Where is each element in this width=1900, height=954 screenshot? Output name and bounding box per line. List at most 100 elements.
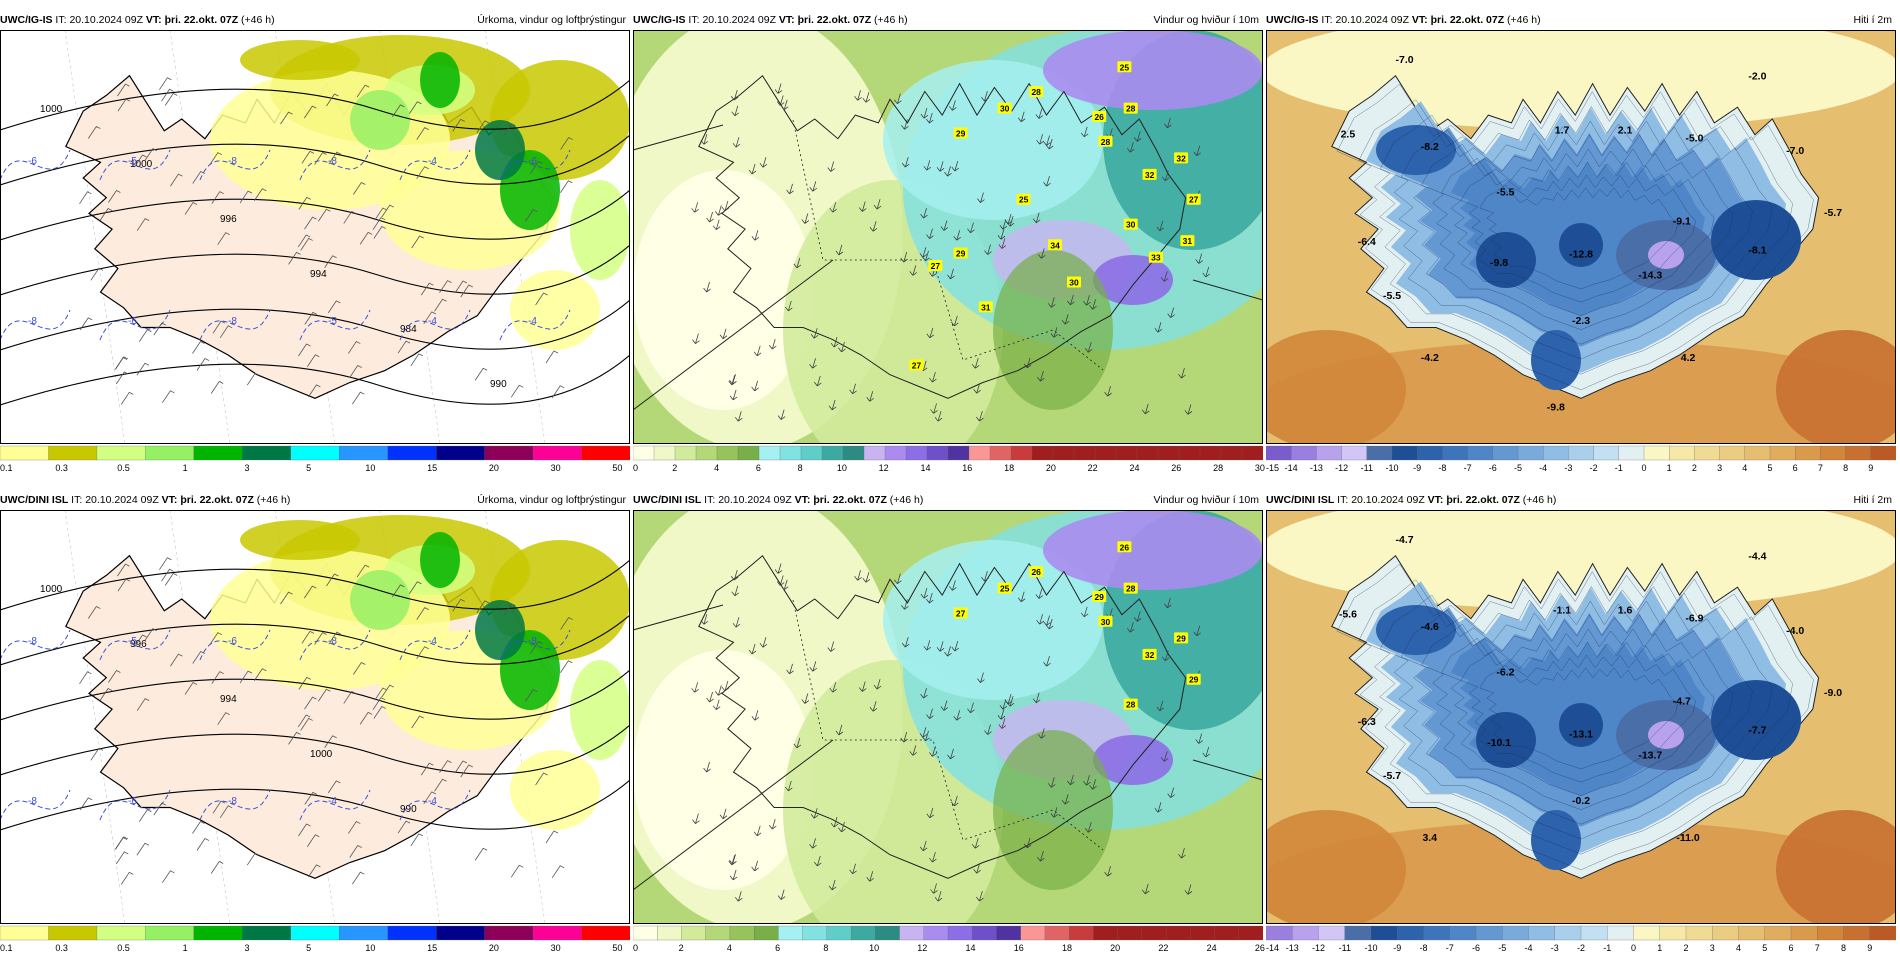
- wind-arrow: [1104, 866, 1112, 877]
- precip-area: [475, 600, 525, 660]
- lead-time: (+46 h): [874, 14, 908, 26]
- legend-swatch: [1817, 925, 1844, 941]
- region-boundary: [792, 599, 1104, 851]
- wind-barb: [298, 823, 311, 837]
- wind-panel: UWC/IG-IS IT: 20.10.2024 09Z VT: þri. 22…: [633, 12, 1265, 473]
- valid-time: þri. 22.okt. 07Z: [797, 14, 872, 26]
- wind-color-legend: [633, 445, 1263, 461]
- wind-arrow: [866, 871, 874, 882]
- wind-barb: [416, 166, 429, 179]
- wind-arrow: [1167, 787, 1175, 798]
- legend-tick-label: -8: [1438, 463, 1447, 473]
- lead-time: (+46 h): [889, 494, 924, 506]
- gust-label-box: [978, 301, 993, 313]
- legend-tick-label: 1: [182, 463, 188, 473]
- legend-tick-label: 30: [1254, 463, 1265, 473]
- wind-arrow: [1178, 367, 1186, 379]
- isobar-label: 990: [400, 804, 417, 815]
- legend-swatch: [695, 445, 718, 461]
- wind-arrow: [728, 854, 737, 866]
- legend-swatch: [1843, 925, 1871, 941]
- legend-swatch: [435, 445, 486, 461]
- wind-barb: [434, 778, 447, 792]
- wind-arrow: [751, 860, 759, 872]
- wind-barb: [114, 837, 128, 850]
- legend-swatch: [1568, 445, 1595, 461]
- legend-tick-label: -14: [1284, 463, 1298, 473]
- legend-swatch: [532, 445, 582, 461]
- wind-barb: [99, 687, 113, 701]
- wind-barb: [416, 607, 429, 620]
- wind-barb: [90, 747, 104, 761]
- temperature-contour: [1379, 594, 1773, 840]
- legend-swatch: [1502, 925, 1529, 941]
- wind-arrow: [949, 100, 957, 111]
- legend-swatch: [653, 445, 676, 461]
- wind-arrow: [776, 575, 785, 586]
- wind-barb: [164, 92, 178, 106]
- legend-swatch: [1795, 445, 1821, 461]
- isobar-label: 984: [400, 324, 417, 335]
- wind-barb: [209, 632, 223, 645]
- wind-barb: [373, 226, 387, 239]
- init-time-label: IT:: [55, 14, 67, 26]
- precip-area: [570, 660, 630, 760]
- temperature-value: -6.4: [1358, 236, 1376, 248]
- gust-label-box: [1029, 566, 1044, 578]
- legend-tick-label: -10: [1385, 463, 1399, 473]
- wind-barb: [560, 137, 573, 150]
- legend-swatch: [1870, 445, 1896, 461]
- init-time-label: IT:: [704, 494, 716, 506]
- gust-label-box: [1142, 168, 1157, 180]
- legend-tick-label: 14: [920, 463, 931, 473]
- legend-swatch: [802, 925, 828, 941]
- legend-tick-label: 20: [1045, 463, 1056, 473]
- wind-arrow: [862, 572, 871, 583]
- legend-swatch: [1820, 445, 1847, 461]
- wind-arrow: [1184, 404, 1193, 415]
- legend-ticks: 0.1 0.3 0.5 1 3 5 10 15 20 30 50: [0, 942, 630, 954]
- sector-line: [633, 604, 1263, 891]
- wind-arrow: [774, 83, 783, 94]
- temperature-value: -7.0: [1786, 145, 1804, 157]
- gust-value: 27: [1189, 195, 1199, 205]
- wind-arrow: [1083, 295, 1091, 306]
- precip-area: [570, 180, 630, 280]
- wind-arrow: [1037, 728, 1046, 739]
- init-time-label: IT:: [71, 494, 83, 506]
- gust-label-box: [1092, 590, 1107, 602]
- isobar-label: 996: [220, 214, 237, 225]
- wind-barb: [134, 154, 147, 168]
- valid-time-label: VT:: [794, 494, 811, 506]
- wind-arrow: [1004, 693, 1013, 705]
- panel-header: UWC/IG-IS IT: 20.10.2024 09Z VT: þri. 22…: [633, 12, 1263, 28]
- wind-barb: [211, 191, 224, 204]
- gust-value: 25: [1019, 195, 1029, 205]
- wind-arrow: [759, 637, 768, 648]
- wind-arrow: [719, 328, 728, 340]
- wind-arrow: [1067, 294, 1075, 306]
- temperature-contour: [399, 149, 471, 181]
- wind-barb: [524, 209, 538, 222]
- wind-arrow: [1061, 314, 1070, 325]
- temperature-contour-label: -8: [328, 636, 337, 647]
- wind-arrow: [801, 693, 810, 704]
- wind-barb: [79, 671, 92, 685]
- temperature-contour-label: -8: [228, 796, 237, 807]
- init-time-label: IT:: [1337, 494, 1349, 506]
- legend-tick-label: 3: [244, 463, 250, 473]
- legend-swatch: [1633, 925, 1661, 941]
- wind-barb: [79, 191, 92, 205]
- legend-tick-label: 15: [427, 943, 438, 953]
- legend-swatch: [1769, 445, 1796, 461]
- temperature-contour: [0, 309, 71, 341]
- legend-swatch: [850, 925, 876, 941]
- panel-title: Úrkoma, vindur og loftþrýstingur: [477, 14, 626, 26]
- gust-label-box: [928, 259, 943, 271]
- wind-barb: [347, 341, 361, 354]
- wind-barb: [192, 820, 205, 834]
- wind-arrow: [1050, 327, 1059, 338]
- wind-arrow: [919, 727, 928, 738]
- wind-barb: [359, 231, 373, 245]
- wind-arrow: [920, 687, 928, 699]
